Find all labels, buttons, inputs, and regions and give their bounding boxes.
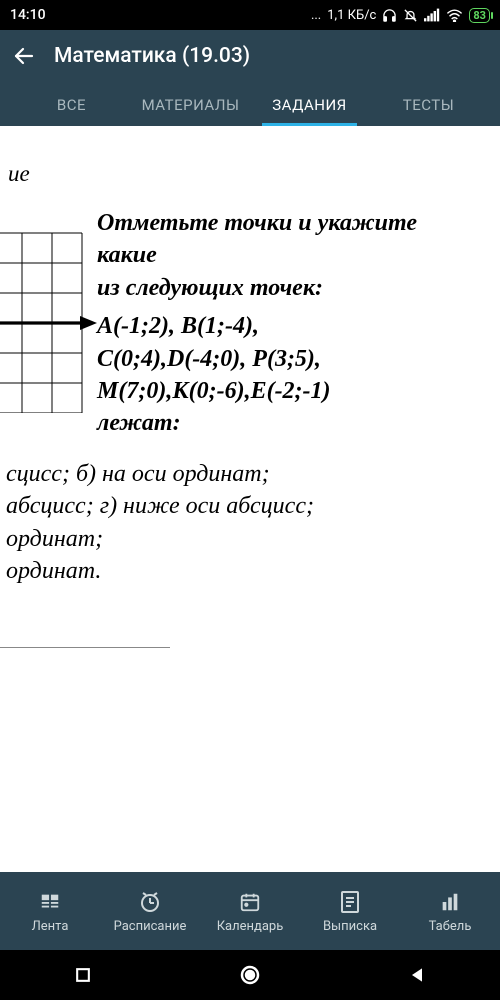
dnd-icon [403, 8, 418, 23]
headphones-icon [382, 8, 397, 23]
nav-statement-label: Выписка [323, 919, 377, 934]
tab-bar: ВСЕ МАТЕРИАЛЫ ЗАДАНИЯ ТЕСТЫ [12, 82, 488, 126]
nav-calendar[interactable]: Календарь [200, 872, 300, 950]
lower-fragment: сцисс; б) на оси ординат; абсцисс; г) ни… [0, 458, 500, 588]
chart-icon [437, 889, 463, 915]
problem-line1: Отметьте точки и укажите [97, 207, 417, 239]
points-line1: A(-1;2), B(1;-4), [97, 310, 417, 342]
status-dots: ... [311, 8, 321, 23]
android-nav [0, 950, 500, 1000]
problem-text: Отметьте точки и укажите какие из следую… [97, 207, 417, 440]
signal-icon [424, 8, 440, 22]
nav-calendar-label: Календарь [217, 919, 284, 934]
content-area[interactable]: ие [0, 126, 500, 872]
status-bar: 14:10 ... 1,1 КБ/с 83 [0, 0, 500, 30]
back-arrow-icon[interactable] [12, 44, 36, 68]
android-recent-button[interactable] [63, 955, 103, 995]
page-title: Математика (19.03) [54, 44, 250, 68]
points-line3: M(7;0),К(0;-6),Е(-2;-1) [97, 375, 417, 407]
bottom-nav: Лента Расписание Календарь Выписка Табел… [0, 872, 500, 950]
battery-icon: 83 [469, 8, 490, 23]
lower-line4: ординат. [6, 555, 500, 587]
feed-icon [37, 889, 63, 915]
nav-report[interactable]: Табель [400, 872, 500, 950]
android-home-button[interactable] [230, 955, 270, 995]
status-time: 14:10 [10, 7, 311, 23]
tab-tasks[interactable]: ЗАДАНИЯ [250, 82, 369, 126]
nav-feed[interactable]: Лента [0, 872, 100, 950]
nav-schedule[interactable]: Расписание [100, 872, 200, 950]
wifi-icon [446, 9, 463, 22]
status-net-rate: 1,1 КБ/с [327, 8, 376, 23]
points-line2: C(0;4),D(-4;0), P(3;5), [97, 343, 417, 375]
problem-line2: какие [97, 239, 417, 271]
problem-line3: из следующих точек: [97, 272, 417, 304]
calendar-icon [237, 889, 263, 915]
fragment-top: ие [0, 161, 500, 187]
tab-tests[interactable]: ТЕСТЫ [369, 82, 488, 126]
lower-line1: сцисс; б) на оси ординат; [6, 458, 500, 490]
tab-all[interactable]: ВСЕ [12, 82, 131, 126]
nav-statement[interactable]: Выписка [300, 872, 400, 950]
android-back-button[interactable] [397, 955, 437, 995]
points-line4: лежат: [97, 407, 417, 439]
tab-materials[interactable]: МАТЕРИАЛЫ [131, 82, 250, 126]
nav-report-label: Табель [429, 919, 472, 934]
lower-line2: абсцисс; г) ниже оси абсцисс; [6, 490, 500, 522]
coordinate-grid [0, 213, 87, 413]
lower-line3: ординат; [6, 523, 500, 555]
app-header: Математика (19.03) ВСЕ МАТЕРИАЛЫ ЗАДАНИЯ… [0, 30, 500, 126]
nav-feed-label: Лента [32, 919, 69, 934]
nav-schedule-label: Расписание [114, 919, 187, 934]
document-icon [337, 889, 363, 915]
divider [0, 647, 170, 648]
clock-icon [137, 889, 163, 915]
